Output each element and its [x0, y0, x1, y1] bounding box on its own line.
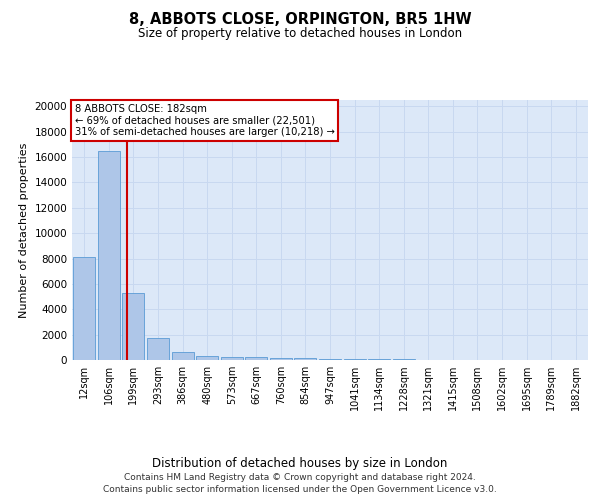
Text: Contains public sector information licensed under the Open Government Licence v3: Contains public sector information licen…	[103, 485, 497, 494]
Text: 8, ABBOTS CLOSE, ORPINGTON, BR5 1HW: 8, ABBOTS CLOSE, ORPINGTON, BR5 1HW	[128, 12, 472, 28]
Bar	[245, 357, 268, 360]
Text: Size of property relative to detached houses in London: Size of property relative to detached ho…	[138, 28, 462, 40]
Bar	[147, 338, 169, 360]
Bar	[319, 359, 341, 360]
Bar	[172, 352, 194, 360]
Text: Distribution of detached houses by size in London: Distribution of detached houses by size …	[152, 458, 448, 470]
Bar	[221, 356, 243, 360]
Bar	[344, 359, 365, 360]
Bar	[98, 150, 120, 360]
Bar	[122, 293, 145, 360]
Bar	[295, 358, 316, 360]
Bar	[270, 358, 292, 360]
Bar	[73, 258, 95, 360]
Text: Contains HM Land Registry data © Crown copyright and database right 2024.: Contains HM Land Registry data © Crown c…	[124, 472, 476, 482]
Y-axis label: Number of detached properties: Number of detached properties	[19, 142, 29, 318]
Text: 8 ABBOTS CLOSE: 182sqm
← 69% of detached houses are smaller (22,501)
31% of semi: 8 ABBOTS CLOSE: 182sqm ← 69% of detached…	[74, 104, 334, 137]
Bar	[196, 356, 218, 360]
